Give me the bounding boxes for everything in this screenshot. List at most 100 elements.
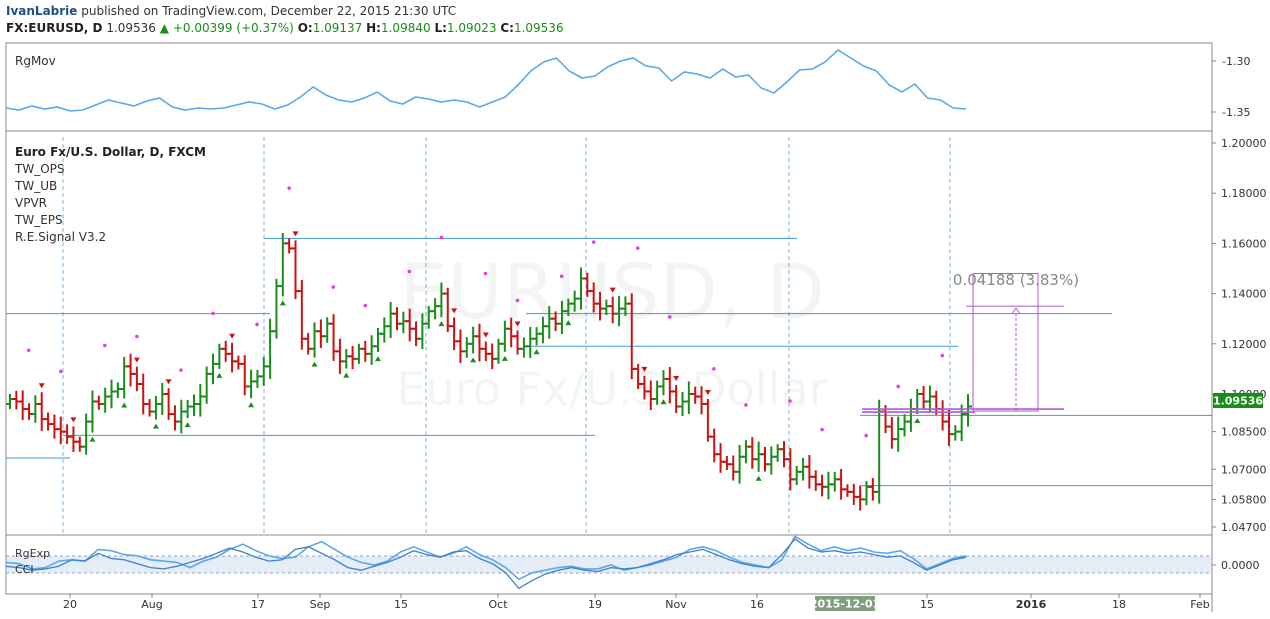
signal-dot [255, 322, 259, 327]
signal-dot [788, 399, 792, 403]
high-label: H: [366, 21, 381, 35]
support-resistance-levels [6, 237, 1212, 487]
time-tick-label: 19 [588, 598, 602, 611]
measure-arrowhead [1011, 307, 1021, 315]
ohlc-bars [6, 233, 972, 511]
buy-signal-triangle [755, 475, 762, 481]
sell-signal-triangle [292, 231, 299, 237]
measure-tool[interactable]: 0.04188 (3.83%) [862, 271, 1079, 413]
oscillator-band-fill [7, 556, 1211, 573]
price-tick-label: 1.05800 [1221, 493, 1267, 506]
sell-signal-triangle [38, 383, 45, 389]
price-tick-label: 1.07000 [1221, 463, 1267, 476]
sell-signal-triangle [609, 287, 616, 293]
measure-label: 0.04188 (3.83%) [953, 271, 1079, 289]
indicator-label[interactable]: TW_OPS [14, 162, 65, 176]
time-markers [62, 137, 951, 535]
low-value: 1.09023 [446, 21, 497, 35]
rgexp-line [5, 535, 967, 581]
signal-dot [135, 334, 139, 339]
rgmov-axis: -1.30 -1.35 [1212, 55, 1250, 119]
buy-signal-triangle [89, 436, 96, 442]
price-tag-bg [1213, 393, 1263, 408]
close-value: 1.09536 [513, 21, 564, 35]
buy-signal-triangle [660, 399, 667, 405]
price-tick-label: 1.12000 [1221, 338, 1267, 351]
author-name[interactable]: IvanLabrie [6, 4, 78, 18]
high-value: 1.09840 [380, 21, 431, 35]
signal-dot [559, 274, 564, 279]
indicator-label[interactable]: TW_EPS [14, 213, 63, 227]
sell-signal-triangle [514, 321, 521, 327]
indicator-lines [5, 48, 967, 590]
signal-dot [407, 269, 412, 274]
sell-signal-triangle [641, 366, 648, 372]
cci-line [5, 538, 967, 590]
axis-tick-label: -1.35 [1222, 106, 1250, 119]
up-arrow-icon: ▲ [159, 21, 169, 35]
buy-signal-triangle [152, 423, 159, 429]
buy-signal-triangle [565, 320, 572, 326]
close-label: C: [500, 21, 514, 35]
price-tick-label: 1.08500 [1221, 426, 1267, 439]
signal-dot [211, 311, 215, 316]
sell-signal-triangle [673, 375, 680, 381]
watermark-name: Euro Fx/U.S. Dollar [396, 362, 827, 416]
publish-info: published on TradingView.com, December 2… [81, 4, 457, 18]
price-tick-label: 1.14000 [1221, 288, 1267, 301]
indicator-label[interactable]: VPVR [15, 196, 47, 210]
rgmov-line [5, 48, 967, 112]
sell-signal-triangle [451, 308, 458, 314]
time-tick-label: 15 [394, 598, 408, 611]
price-tick-label: 1.20000 [1221, 137, 1267, 150]
axis-tick-label: 0.0000 [1221, 559, 1260, 572]
time-tick-label: 15 [920, 598, 934, 611]
last-price-tag: 1.09536 [1213, 393, 1263, 408]
signal-dot [515, 298, 520, 303]
buy-signal-triangle [470, 357, 477, 363]
signal-dot [864, 433, 868, 438]
signal-dot [712, 367, 716, 371]
time-tick-label: 2016 [1016, 598, 1047, 611]
oscillator-band [6, 555, 1212, 574]
sell-signal-triangle [165, 379, 172, 385]
symbol-label[interactable]: FX:EURUSD, D [6, 21, 103, 35]
signal-dot [591, 240, 596, 244]
time-highlight-bg [815, 596, 875, 611]
buy-signal-triangle [438, 321, 445, 327]
signal-markers [26, 186, 945, 481]
last-price: 1.09536 [106, 21, 156, 35]
rgmov-title: RgMov [15, 54, 56, 68]
rgmov-pane-frame [5, 42, 1213, 132]
signal-dot [744, 403, 748, 407]
price-tick-label: 1.04700 [1221, 521, 1267, 534]
buy-signal-triangle [311, 361, 318, 367]
time-axis[interactable]: 20 Aug 17 Sep 15 Oct 19 Nov 16 2015-12-01 15 2016 18… [63, 594, 1210, 611]
signal-dot [635, 246, 640, 250]
signal-dot [26, 348, 31, 353]
time-tick-label: 18 [1112, 598, 1126, 611]
signal-dot [896, 384, 901, 389]
buy-signal-triangle [501, 355, 508, 361]
signal-dot [331, 285, 336, 289]
buy-signal-triangle [533, 349, 540, 355]
indicator-label[interactable]: R.E.Signal V3.2 [15, 230, 106, 244]
buy-signal-triangle [248, 402, 255, 408]
signal-dot [58, 369, 63, 374]
measure-box [972, 273, 1039, 412]
time-tick-label: Feb [1190, 598, 1209, 611]
buy-signal-triangle [184, 422, 191, 428]
buy-signal-triangle [914, 418, 921, 424]
sell-signal-triangle [70, 417, 77, 423]
time-tick-label: Aug [141, 598, 162, 611]
low-label: L: [434, 21, 447, 35]
indicator-label[interactable]: TW_UB [14, 179, 57, 193]
time-tick-label: Sep [310, 598, 331, 611]
price-change: +0.00399 (+0.37%) [172, 21, 294, 35]
quote-line: FX:EURUSD, D 1.09536 ▲ +0.00399 (+0.37%)… [6, 20, 1206, 37]
signal-dot [103, 343, 107, 348]
cci-title: CCI [15, 563, 34, 576]
buy-signal-triangle [343, 372, 350, 378]
buy-signal-triangle [279, 300, 286, 306]
